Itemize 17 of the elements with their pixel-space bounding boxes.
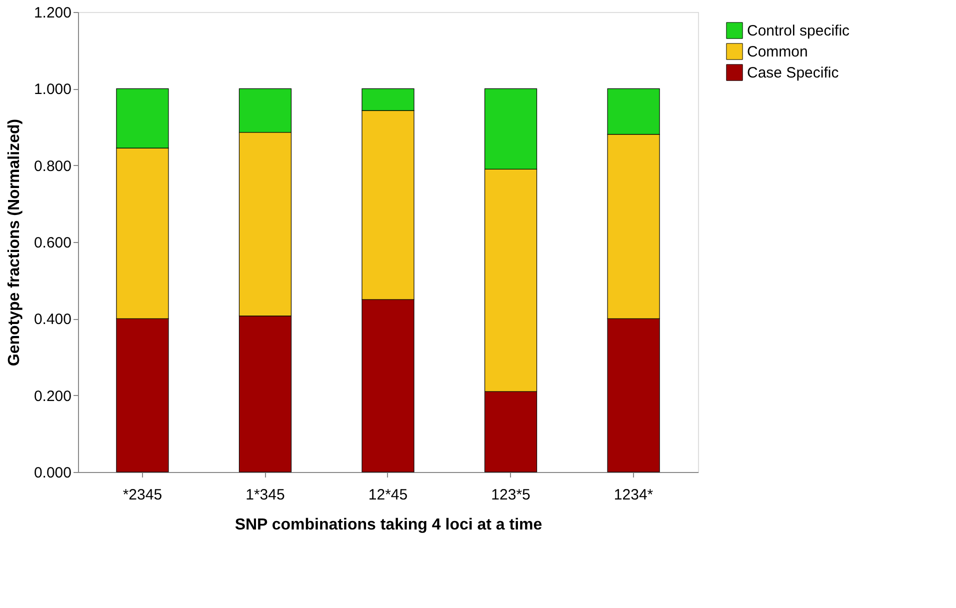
legend-label: Common: [747, 44, 808, 60]
x-axis-title: SNP combinations taking 4 loci at a time: [234, 516, 542, 534]
x-tick-label: 1234*: [614, 486, 654, 504]
y-tick-label: 0.600: [34, 234, 72, 252]
x-tick-label: *2345: [122, 486, 162, 504]
x-tick-label: 123*5: [491, 486, 530, 504]
x-tick-label: 1*345: [246, 486, 285, 504]
x-tick-label: 12*45: [368, 486, 408, 504]
legend-label: Control specific: [747, 22, 850, 40]
legend-label: Case Specific: [747, 64, 840, 82]
y-tick-label: 1.200: [34, 4, 72, 22]
y-tick-label: 0.400: [34, 311, 72, 328]
y-tick-label: 1.000: [34, 81, 72, 98]
y-tick-label: 0.200: [34, 388, 72, 405]
y-axis-title: Genotype fractions (Normalized): [6, 118, 23, 366]
y-tick-label: 0.800: [34, 158, 72, 175]
y-tick-label: 0.000: [34, 464, 72, 482]
